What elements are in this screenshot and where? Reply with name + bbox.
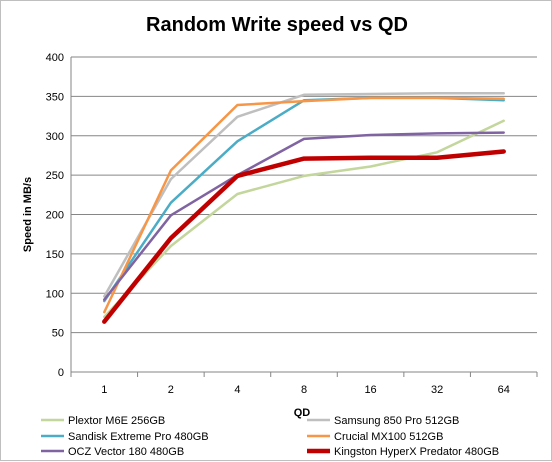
series-line-1 — [103, 91, 505, 298]
legend-label-4: OCZ Vector 180 480GB — [68, 446, 184, 458]
y-axis-title: Speed in MB/s — [22, 177, 34, 252]
series-lines — [102, 91, 506, 324]
x-axis-title: QD — [294, 407, 311, 419]
legend: Plextor M6E 256GB Samsung 850 Pro 512GB Sa… — [41, 415, 499, 458]
series-line-0 — [103, 119, 505, 319]
series-line-3 — [103, 96, 505, 314]
legend-label-1: Samsung 850 Pro 512GB — [334, 415, 459, 427]
x-tick-label: 1 — [101, 384, 107, 396]
x-tick-label: 16 — [364, 384, 376, 396]
y-tick-label: 100 — [46, 288, 64, 300]
series-line-5 — [102, 149, 506, 324]
x-tick-label: 4 — [234, 384, 240, 396]
y-tick-label: 150 — [46, 249, 64, 261]
legend-label-5: Kingston HyperX Predator 480GB — [334, 446, 499, 458]
y-tick-label: 200 — [46, 210, 64, 222]
legend-label-0: Plextor M6E 256GB — [68, 415, 165, 427]
series-line-4 — [103, 131, 505, 301]
legend-label-2: Sandisk Extreme Pro 480GB — [68, 431, 209, 443]
y-tick-label: 0 — [58, 367, 64, 379]
legend-label-3: Crucial MX100 512GB — [334, 431, 443, 443]
chart-title: Random Write speed vs QD — [146, 14, 408, 36]
x-tick-label: 32 — [431, 384, 443, 396]
series-line-2 — [103, 96, 505, 303]
y-tick-label: 350 — [46, 91, 64, 103]
y-tick-label: 400 — [46, 52, 64, 64]
y-tick-label: 250 — [46, 170, 64, 182]
x-tick-label: 64 — [498, 384, 510, 396]
axes: 0 50 100 150 200 250 300 350 400 1 2 4 8 16 32 64 QD Spee… — [22, 52, 538, 419]
x-tick-label: 2 — [168, 384, 174, 396]
y-tick-label: 50 — [52, 328, 64, 340]
x-tick-label: 8 — [301, 384, 307, 396]
y-tick-label: 300 — [46, 131, 64, 143]
